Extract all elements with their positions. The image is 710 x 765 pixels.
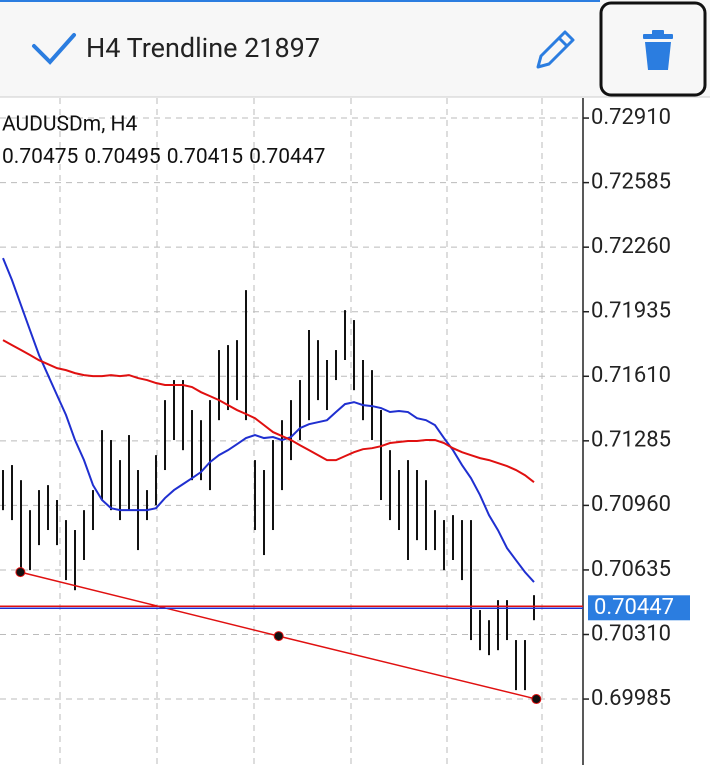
edit-button[interactable] xyxy=(536,30,575,69)
toolbar xyxy=(0,0,710,97)
ohlc-readout: 0.70475 0.70495 0.70415 0.70447 xyxy=(2,145,325,169)
trendline-anchor xyxy=(15,567,26,578)
y-tick-label: 0.70310 xyxy=(591,621,671,646)
y-tick-label: 0.69985 xyxy=(591,686,671,711)
moving-average xyxy=(2,339,535,483)
object-title: H4 Trendline 21897 xyxy=(86,32,320,64)
y-tick-label: 0.70960 xyxy=(591,492,671,517)
trash-icon xyxy=(643,30,673,70)
ohlc-value: 0.70495 xyxy=(84,145,160,169)
confirm-button[interactable] xyxy=(32,33,76,65)
y-tick-label: 0.70635 xyxy=(591,557,671,582)
ohlc-value: 0.70447 xyxy=(249,145,325,169)
y-tick-label: 0.72260 xyxy=(591,234,671,259)
trendline-anchor xyxy=(273,631,284,642)
y-tick-label: 0.71935 xyxy=(591,299,671,324)
y-tick-label: 0.72910 xyxy=(591,105,671,130)
y-tick-label: 0.72585 xyxy=(591,169,671,194)
trendline-anchor xyxy=(531,694,542,705)
chart: 0.72910 0.72585 0.72260 0.71935 0.71610 0.712… xyxy=(0,98,690,765)
ohlc-value: 0.70415 xyxy=(167,145,243,169)
y-tick-label: 0.71610 xyxy=(591,363,671,388)
price-label: 0.70447 xyxy=(594,595,674,620)
moving-average xyxy=(2,257,535,583)
y-tick-label: 0.71285 xyxy=(591,428,671,453)
ohlc-value: 0.70475 xyxy=(2,145,78,169)
symbol-label: AUDUSDm, H4 xyxy=(2,113,138,137)
price-label-box xyxy=(588,595,690,621)
